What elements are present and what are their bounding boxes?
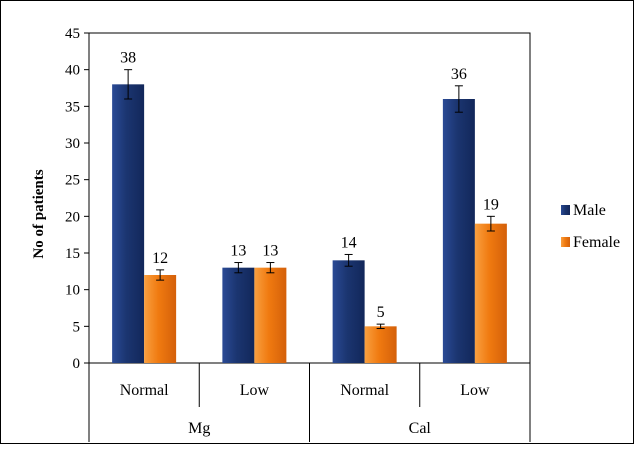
y-axis-label: No of patients [31, 169, 47, 258]
y-tick-label: 25 [65, 173, 80, 189]
category-label: Normal [340, 382, 389, 399]
bar-female [144, 275, 177, 363]
legend: Male Female [561, 202, 620, 251]
y-tick-label: 40 [65, 63, 80, 79]
category-label: Normal [120, 382, 169, 399]
y-tick-label: 5 [73, 319, 81, 335]
data-label: 19 [483, 196, 499, 213]
y-tick-label: 30 [65, 136, 80, 152]
data-label: 12 [152, 250, 168, 267]
y-tick-label: 20 [65, 209, 80, 225]
data-label: 38 [120, 50, 136, 67]
bar-female [364, 326, 397, 363]
legend-label-male: Male [573, 202, 606, 219]
bar-male [442, 99, 475, 363]
bar-female [474, 223, 507, 363]
legend-label-female: Female [573, 234, 620, 251]
y-tick-label: 0 [73, 356, 81, 372]
bar-male [112, 84, 145, 363]
y-tick-label: 35 [65, 99, 80, 115]
bar-male [222, 267, 255, 363]
legend-swatch-male [561, 205, 570, 215]
data-label: 36 [451, 66, 467, 83]
category-label: Low [460, 382, 490, 399]
data-label: 13 [262, 243, 278, 260]
group-label: Cal [409, 420, 432, 437]
data-label: 14 [341, 234, 357, 251]
data-label: 13 [230, 243, 246, 260]
category-label: Low [240, 382, 270, 399]
y-tick-label: 45 [65, 26, 80, 42]
y-tick-label: 15 [65, 246, 80, 262]
group-label: Mg [188, 420, 210, 437]
data-label: 5 [377, 304, 385, 321]
y-tick-label: 10 [65, 283, 80, 299]
legend-swatch-female [561, 237, 570, 247]
bar-male [332, 260, 365, 363]
bar-female [254, 267, 287, 363]
